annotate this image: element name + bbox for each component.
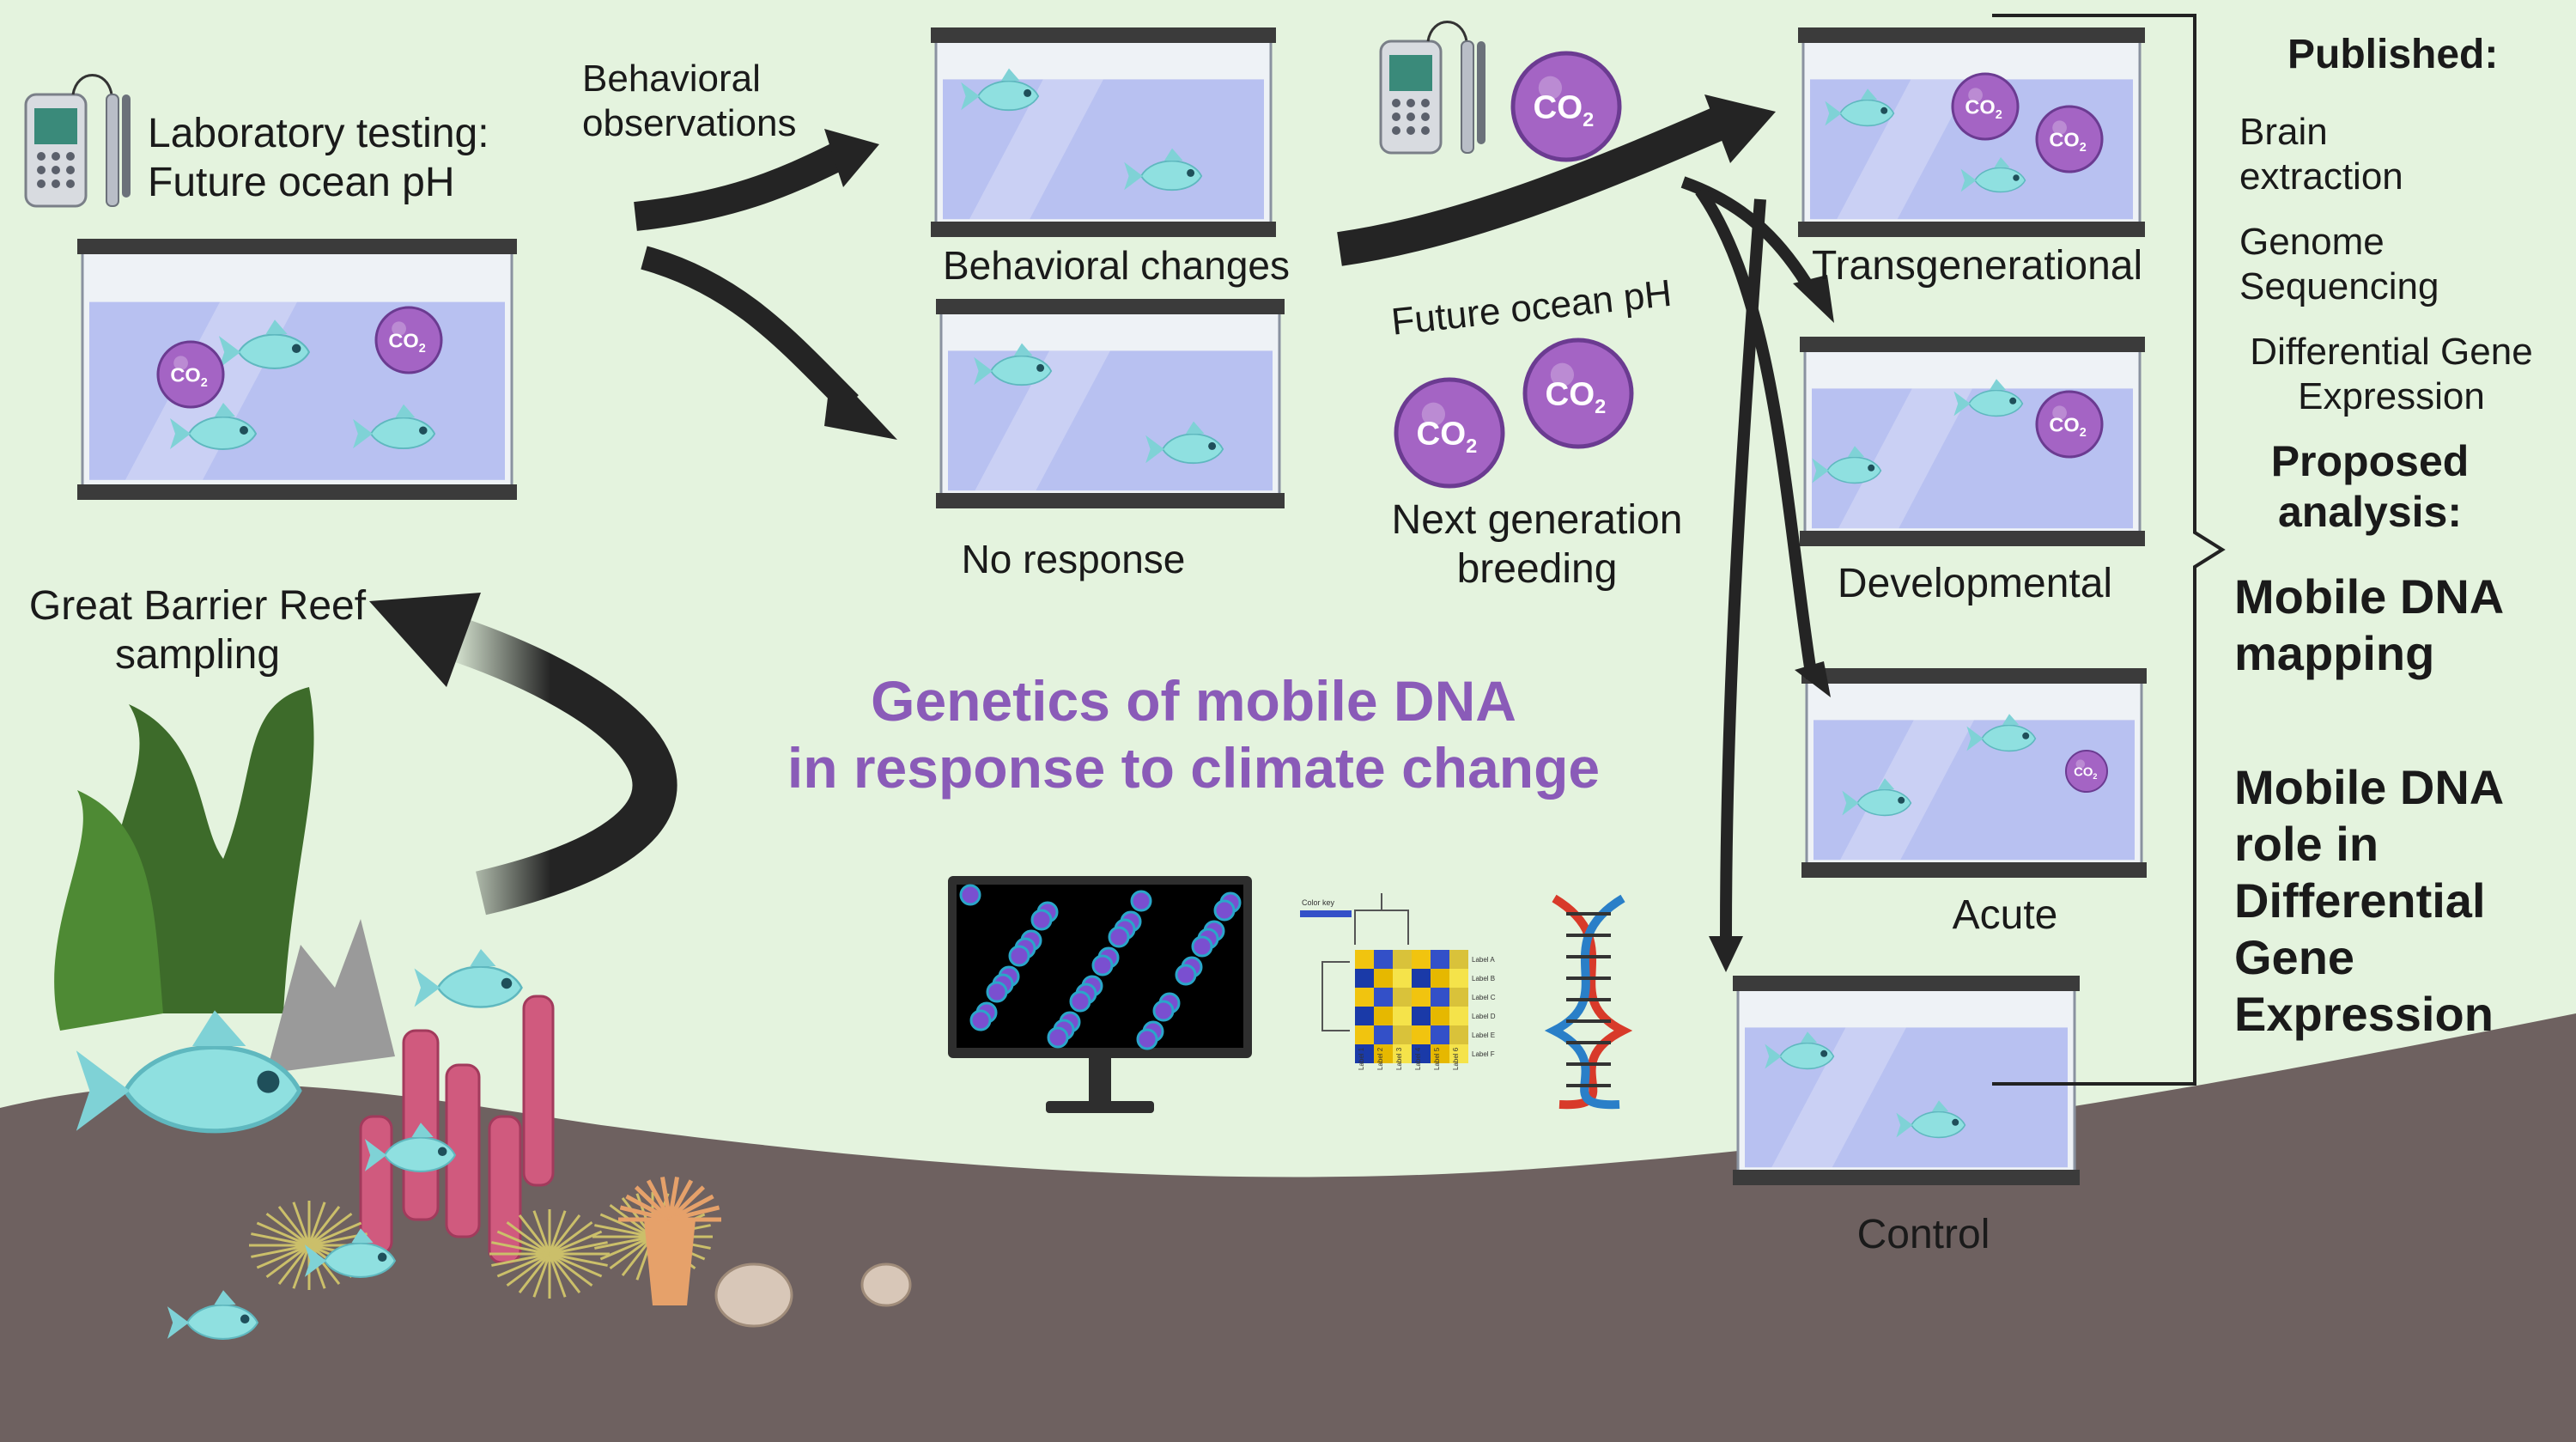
- seafloor: [0, 1013, 2576, 1442]
- co2-bubble-icon: CO2: [1951, 72, 2020, 141]
- svg-text:CO2: CO2: [170, 363, 207, 390]
- fish-icon: [414, 949, 523, 1008]
- heatmap-col-label: Label 2: [1376, 1047, 1384, 1070]
- heatmap-col-label: Label 6: [1452, 1047, 1460, 1070]
- control-label: Control: [1856, 1212, 1990, 1257]
- fish-icon: [1812, 446, 1882, 484]
- monitor-icon: [948, 876, 1252, 1113]
- fish-icon: [1953, 379, 2024, 417]
- flow-arrow: [641, 246, 897, 440]
- heatmap-row-label: Label E: [1472, 1031, 1495, 1039]
- fish-icon: [304, 1228, 397, 1278]
- gbr-sampling-label: Great Barrier Reef sampling: [28, 583, 367, 678]
- published-item: Brain extraction: [2239, 111, 2403, 198]
- heatmap-col-label: Label 4: [1414, 1047, 1422, 1070]
- fish-icon: [364, 1123, 457, 1172]
- svg-text:CO2: CO2: [1534, 89, 1595, 131]
- heatmap-color-key: Color key: [1302, 898, 1335, 907]
- shell-icon: [714, 1263, 793, 1328]
- dna-icon: [1544, 894, 1633, 1110]
- heatmap-row-label: Label A: [1472, 956, 1495, 964]
- fish-icon: [170, 403, 258, 450]
- heatmap-col-label: Label 5: [1433, 1047, 1441, 1070]
- proposed-item: Mobile DNA role in Differential Gene Exp…: [2234, 760, 2505, 1042]
- heatmap-icon: Color key Label A Label B Label C Label D Lab…: [1300, 893, 1496, 1070]
- transgenerational-label: Transgenerational: [1812, 243, 2143, 289]
- aquarium-tank: [77, 239, 517, 500]
- shell-icon: [860, 1263, 912, 1307]
- published-heading: Published:: [2287, 32, 2499, 77]
- behavioral-observations-label: Behavioral observations: [582, 58, 797, 144]
- svg-text:CO2: CO2: [1965, 95, 2002, 122]
- co2-bubble-icon: CO2: [1510, 51, 1622, 162]
- behavioral-changes-label: Behavioral changes: [942, 243, 1291, 288]
- fish-icon: [1124, 148, 1203, 192]
- proposed-item: Mobile DNA mapping: [2234, 569, 2505, 681]
- aquarium-tank: [936, 299, 1285, 508]
- flow-arrow: [369, 593, 677, 916]
- ph-meter-icon: [1379, 21, 1485, 155]
- svg-text:CO2: CO2: [2049, 413, 2086, 440]
- fish-icon: [76, 1010, 302, 1134]
- figure-title: Genetics of mobile DNA in response to cl…: [787, 669, 1601, 800]
- aquarium-tank: [931, 27, 1276, 237]
- coral-reef-illustration: [54, 687, 912, 1340]
- co2-bubble-icon: CO2: [2065, 750, 2108, 793]
- proposed-heading: Proposed analysis:: [2270, 437, 2470, 536]
- ph-meter-icon: [24, 74, 131, 208]
- developmental-label: Developmental: [1837, 561, 2113, 606]
- fish-icon: [1842, 778, 1912, 817]
- flow-arrow: [1337, 94, 1776, 266]
- heatmap-row-label: Label F: [1472, 1050, 1495, 1058]
- bracket: [1992, 14, 2226, 1086]
- fish-icon: [961, 68, 1040, 112]
- fish-icon: [1145, 421, 1224, 465]
- heatmap-col-label: Label 1: [1358, 1047, 1365, 1070]
- svg-text:CO2: CO2: [1546, 376, 1607, 417]
- fish-icon: [167, 1290, 259, 1340]
- heatmap-col-label: Label 3: [1395, 1047, 1403, 1070]
- heatmap-row-label: Label C: [1472, 994, 1496, 1001]
- co2-bubble-icon: CO2: [1522, 338, 1634, 449]
- flow-arrow: [634, 129, 879, 231]
- fish-icon: [974, 343, 1053, 386]
- heatmap-row-label: Label D: [1472, 1013, 1496, 1020]
- fish-icon: [218, 319, 311, 369]
- lab-testing-label: Laboratory testing: Future ocean pH: [148, 111, 489, 205]
- next-generation-label: Next generation breeding: [1391, 497, 1683, 592]
- anemone-icon: [618, 1177, 721, 1305]
- fish-icon: [1896, 1100, 1966, 1139]
- acute-label: Acute: [1952, 892, 2058, 938]
- co2-bubble-icon: CO2: [156, 340, 225, 409]
- fish-icon: [1960, 157, 2026, 193]
- flow-arrow: [1695, 186, 1831, 697]
- aquarium-tank: [1733, 976, 2080, 1185]
- published-item: Genome Sequencing: [2239, 221, 2439, 307]
- fish-icon: [1765, 1031, 1835, 1070]
- fish-icon: [1966, 714, 2037, 752]
- fish-icon: [353, 404, 436, 449]
- co2-bubble-icon: CO2: [1394, 377, 1505, 489]
- flow-arrow: [1709, 198, 1766, 972]
- co2-bubble-icon: CO2: [2035, 105, 2104, 173]
- published-item: Differential Gene Expression: [2250, 331, 2533, 417]
- heatmap-row-label: Label B: [1472, 975, 1495, 983]
- co2-bubble-icon: CO2: [374, 306, 443, 374]
- svg-text:CO2: CO2: [2074, 765, 2097, 781]
- fish-icon: [1825, 88, 1895, 127]
- co2-bubble-icon: CO2: [2035, 390, 2104, 459]
- no-response-label: No response: [961, 537, 1186, 581]
